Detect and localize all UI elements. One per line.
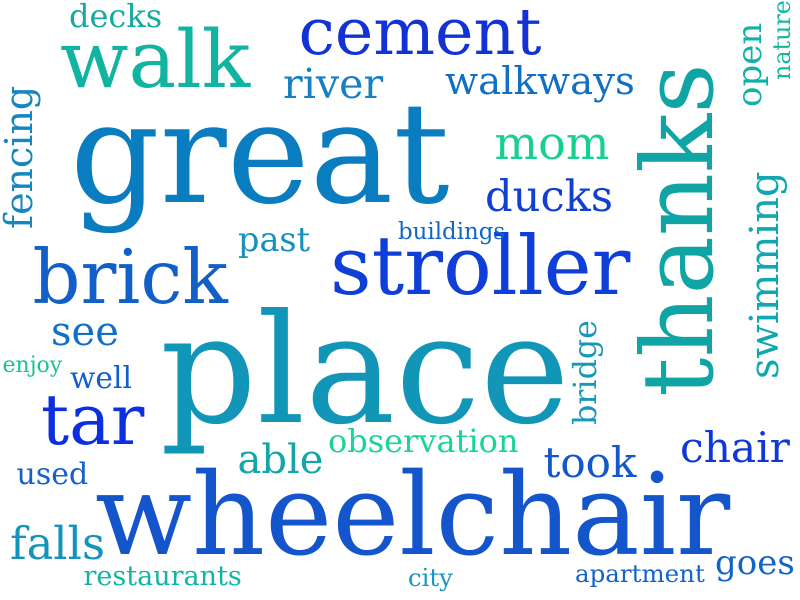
word-river: river: [283, 59, 384, 108]
word-well: well: [70, 361, 132, 396]
word-cement: cement: [298, 0, 542, 70]
word-open: open: [730, 22, 770, 107]
word-mom: mom: [494, 116, 610, 170]
word-tar: tar: [41, 379, 145, 461]
word-fencing: fencing: [0, 85, 41, 229]
word-took: took: [543, 438, 637, 487]
word-place: place: [160, 281, 570, 458]
word-enjoy: enjoy: [2, 353, 63, 378]
word-city: city: [408, 562, 453, 592]
word-brick: brick: [32, 233, 228, 321]
word-observation: observation: [328, 422, 519, 460]
word-swimming: swimming: [742, 171, 788, 379]
word-great: great: [70, 73, 450, 236]
word-buildings: buildings: [398, 219, 506, 245]
word-past: past: [238, 220, 311, 259]
word-used: used: [16, 457, 89, 492]
word-stroller: stroller: [330, 220, 631, 314]
word-thanks: thanks: [622, 63, 736, 397]
word-see: see: [51, 309, 119, 355]
word-nature: nature: [768, 0, 796, 80]
word-restaurants: restaurants: [83, 561, 242, 592]
word-decks: decks: [69, 0, 163, 35]
word-chair: chair: [680, 422, 790, 472]
word-able: able: [237, 437, 324, 483]
word-falls: falls: [10, 517, 105, 570]
word-ducks: ducks: [485, 172, 613, 222]
word-goes: goes: [715, 542, 795, 583]
word-apartment: apartment: [575, 559, 705, 588]
word-bridge: bridge: [568, 320, 604, 425]
word-walkways: walkways: [445, 59, 635, 104]
word-walk: walk: [60, 13, 251, 106]
word-wheelchair: wheelchair: [95, 448, 731, 581]
